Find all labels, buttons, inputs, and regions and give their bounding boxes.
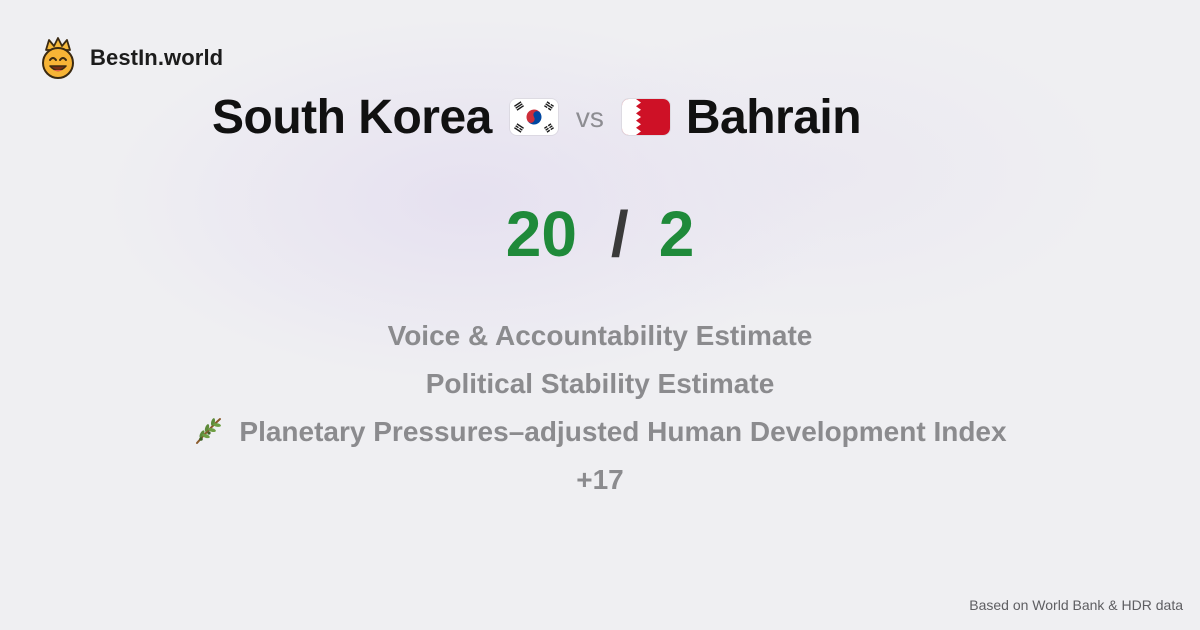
criterion-item[interactable]: Political Stability Estimate xyxy=(0,360,1200,408)
brand[interactable]: BestIn.world xyxy=(38,36,223,80)
vs-label: vs xyxy=(575,102,604,133)
south-korea-flag-icon xyxy=(509,99,558,135)
country-a-name[interactable]: South Korea xyxy=(212,90,492,144)
criterion-item[interactable]: Planetary Pressures–adjusted Human Devel… xyxy=(0,408,1200,456)
score-country-a: 20 xyxy=(505,198,577,270)
brand-name: BestIn.world xyxy=(90,45,224,70)
score-display: 20 / 2 xyxy=(0,196,1200,272)
criterion-item[interactable]: Voice & Accountability Estimate xyxy=(0,312,1200,360)
score-separator: / xyxy=(610,198,629,270)
data-source-note: Based on World Bank & HDR data xyxy=(969,597,1183,613)
more-criteria-count[interactable]: +17 xyxy=(0,456,1200,504)
score-country-b: 2 xyxy=(658,198,695,270)
country-b-name[interactable]: Bahrain xyxy=(685,90,862,144)
comparison-title: South Korea xyxy=(212,86,862,148)
criterion-label: +17 xyxy=(576,464,624,495)
bahrain-flag-icon xyxy=(621,99,670,135)
olive-branch-icon xyxy=(196,418,222,444)
criterion-label: Voice & Accountability Estimate xyxy=(387,320,813,351)
criteria-list: Voice & Accountability Estimate Politica… xyxy=(0,312,1200,504)
criterion-label: Planetary Pressures–adjusted Human Devel… xyxy=(239,416,1007,447)
crown-smiley-icon xyxy=(42,37,74,79)
criterion-label: Political Stability Estimate xyxy=(425,368,775,399)
